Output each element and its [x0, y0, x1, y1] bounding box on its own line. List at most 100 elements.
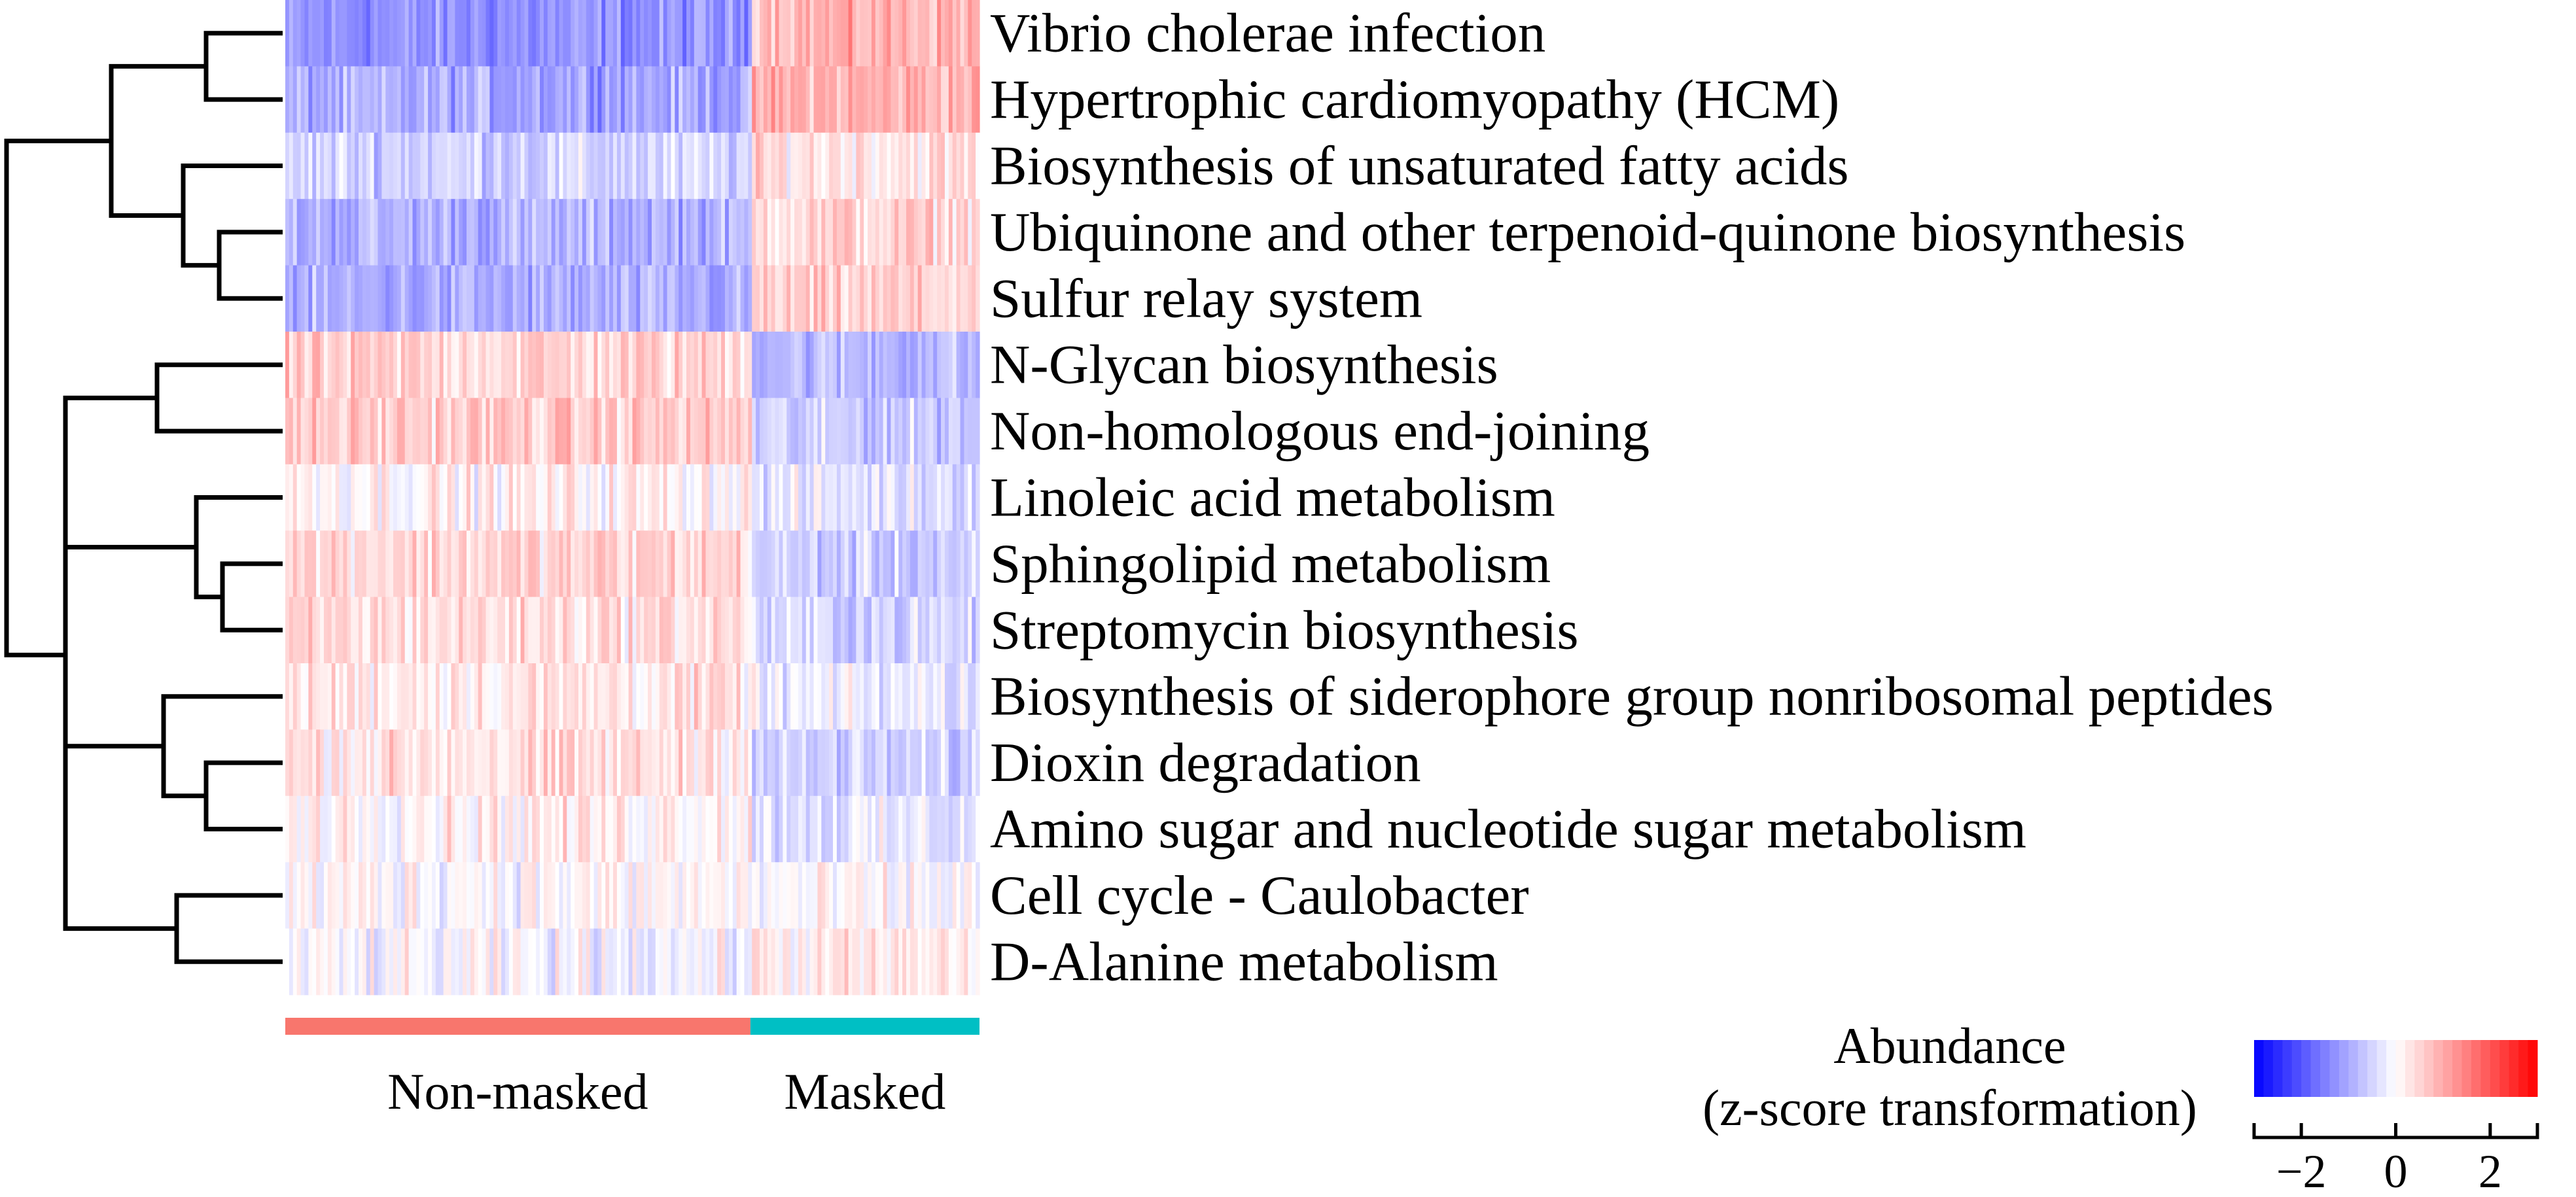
heatmap-cell: [493, 663, 498, 730]
heatmap-cell: [451, 265, 455, 332]
legend-tick-label: 2: [2479, 1145, 2502, 1197]
heatmap-cell: [308, 795, 313, 863]
heatmap-cell: [713, 66, 718, 133]
heatmap-cell: [443, 597, 448, 664]
heatmap-cell: [760, 265, 764, 332]
heatmap-cell: [312, 862, 317, 929]
heatmap-cell: [933, 928, 938, 996]
heatmap-cell: [563, 464, 567, 531]
heatmap-cell: [779, 795, 783, 863]
heatmap-cell: [732, 862, 737, 929]
heatmap-cell: [508, 464, 514, 531]
heatmap-cell: [590, 132, 595, 200]
heatmap-cell: [906, 199, 911, 266]
heatmap-cell: [771, 862, 776, 929]
heatmap-cell: [362, 663, 367, 730]
heatmap-cell: [860, 795, 864, 863]
heatmap-cell: [451, 0, 455, 67]
heatmap-cell: [744, 265, 749, 332]
heatmap-cell: [540, 862, 544, 929]
heatmap-cell: [316, 464, 321, 531]
heatmap-cell: [968, 265, 972, 332]
heatmap-cell: [644, 597, 648, 664]
heatmap-cell: [767, 530, 772, 597]
heatmap-cell: [316, 530, 321, 597]
heatmap-cell: [508, 663, 514, 730]
heatmap-cell: [574, 663, 579, 730]
heatmap-cell: [682, 597, 687, 664]
heatmap-cell: [632, 398, 637, 465]
heatmap-cell: [933, 464, 938, 531]
heatmap-cell: [366, 265, 371, 332]
heatmap-cell: [620, 66, 626, 133]
heatmap-cell: [327, 265, 332, 332]
heatmap-cell: [467, 199, 471, 266]
heatmap-cell: [613, 928, 618, 996]
heatmap-cell: [616, 530, 622, 597]
heatmap-cell: [447, 795, 452, 863]
heatmap-cell: [431, 597, 436, 664]
heatmap-cell: [701, 729, 707, 797]
group-bar-segment: [285, 1018, 750, 1035]
legend-swatch: [2348, 1040, 2359, 1097]
heatmap-cell: [397, 729, 402, 797]
heatmap-cell: [740, 729, 745, 797]
heatmap-cell: [767, 928, 772, 996]
heatmap-cell: [320, 199, 325, 266]
heatmap-cell: [659, 66, 664, 133]
heatmap-cell: [300, 265, 306, 332]
heatmap-cell: [351, 0, 355, 67]
heatmap-cell: [694, 862, 699, 929]
heatmap-cell: [559, 66, 563, 133]
heatmap-cell: [571, 0, 575, 67]
heatmap-cell: [825, 265, 830, 332]
heatmap-cell: [304, 398, 309, 465]
heatmap-cell: [636, 66, 641, 133]
heatmap-cell: [909, 597, 915, 664]
heatmap-cell: [543, 332, 548, 398]
heatmap-cell: [671, 795, 675, 863]
heatmap-cell: [671, 265, 675, 332]
heatmap-cell: [408, 928, 414, 996]
heatmap-cell: [736, 597, 741, 664]
heatmap-cell: [424, 332, 429, 398]
legend-swatch: [2320, 1040, 2330, 1097]
heatmap-cell: [312, 795, 317, 863]
heatmap-cell: [821, 132, 826, 200]
heatmap-cell: [501, 464, 506, 531]
heatmap-cell: [636, 464, 641, 531]
heatmap-cell: [428, 729, 432, 797]
heatmap-cell: [366, 132, 371, 200]
heatmap-cell: [574, 132, 579, 200]
heatmap-cell: [331, 663, 336, 730]
heatmap-cell: [968, 0, 972, 67]
heatmap-cell: [721, 0, 726, 67]
heatmap-cell: [917, 729, 923, 797]
legend-swatch: [2263, 1040, 2274, 1097]
heatmap-cell: [370, 398, 375, 465]
heatmap-cell: [840, 729, 845, 797]
heatmap-cell: [763, 464, 768, 531]
heatmap-cell: [470, 530, 475, 597]
heatmap-cell: [944, 464, 949, 531]
heatmap-cell: [524, 0, 529, 67]
heatmap-cell: [898, 862, 903, 929]
heatmap-cell: [327, 729, 332, 797]
heatmap-cell: [362, 66, 367, 133]
heatmap-cell: [941, 795, 945, 863]
heatmap-cell: [320, 66, 325, 133]
heatmap-cell: [976, 597, 980, 664]
heatmap-cell: [856, 862, 860, 929]
heatmap-cell: [300, 132, 306, 200]
heatmap-cell: [485, 332, 490, 398]
heatmap-cell: [663, 398, 668, 465]
heatmap-cell: [701, 332, 707, 398]
heatmap-cell: [790, 862, 795, 929]
heatmap-cell: [679, 729, 683, 797]
heatmap-cell: [736, 199, 741, 266]
heatmap-cell: [567, 729, 571, 797]
heatmap-cell: [613, 332, 618, 398]
heatmap-cell: [871, 66, 876, 133]
heatmap-cell: [463, 332, 467, 398]
heatmap-cell: [779, 66, 783, 133]
